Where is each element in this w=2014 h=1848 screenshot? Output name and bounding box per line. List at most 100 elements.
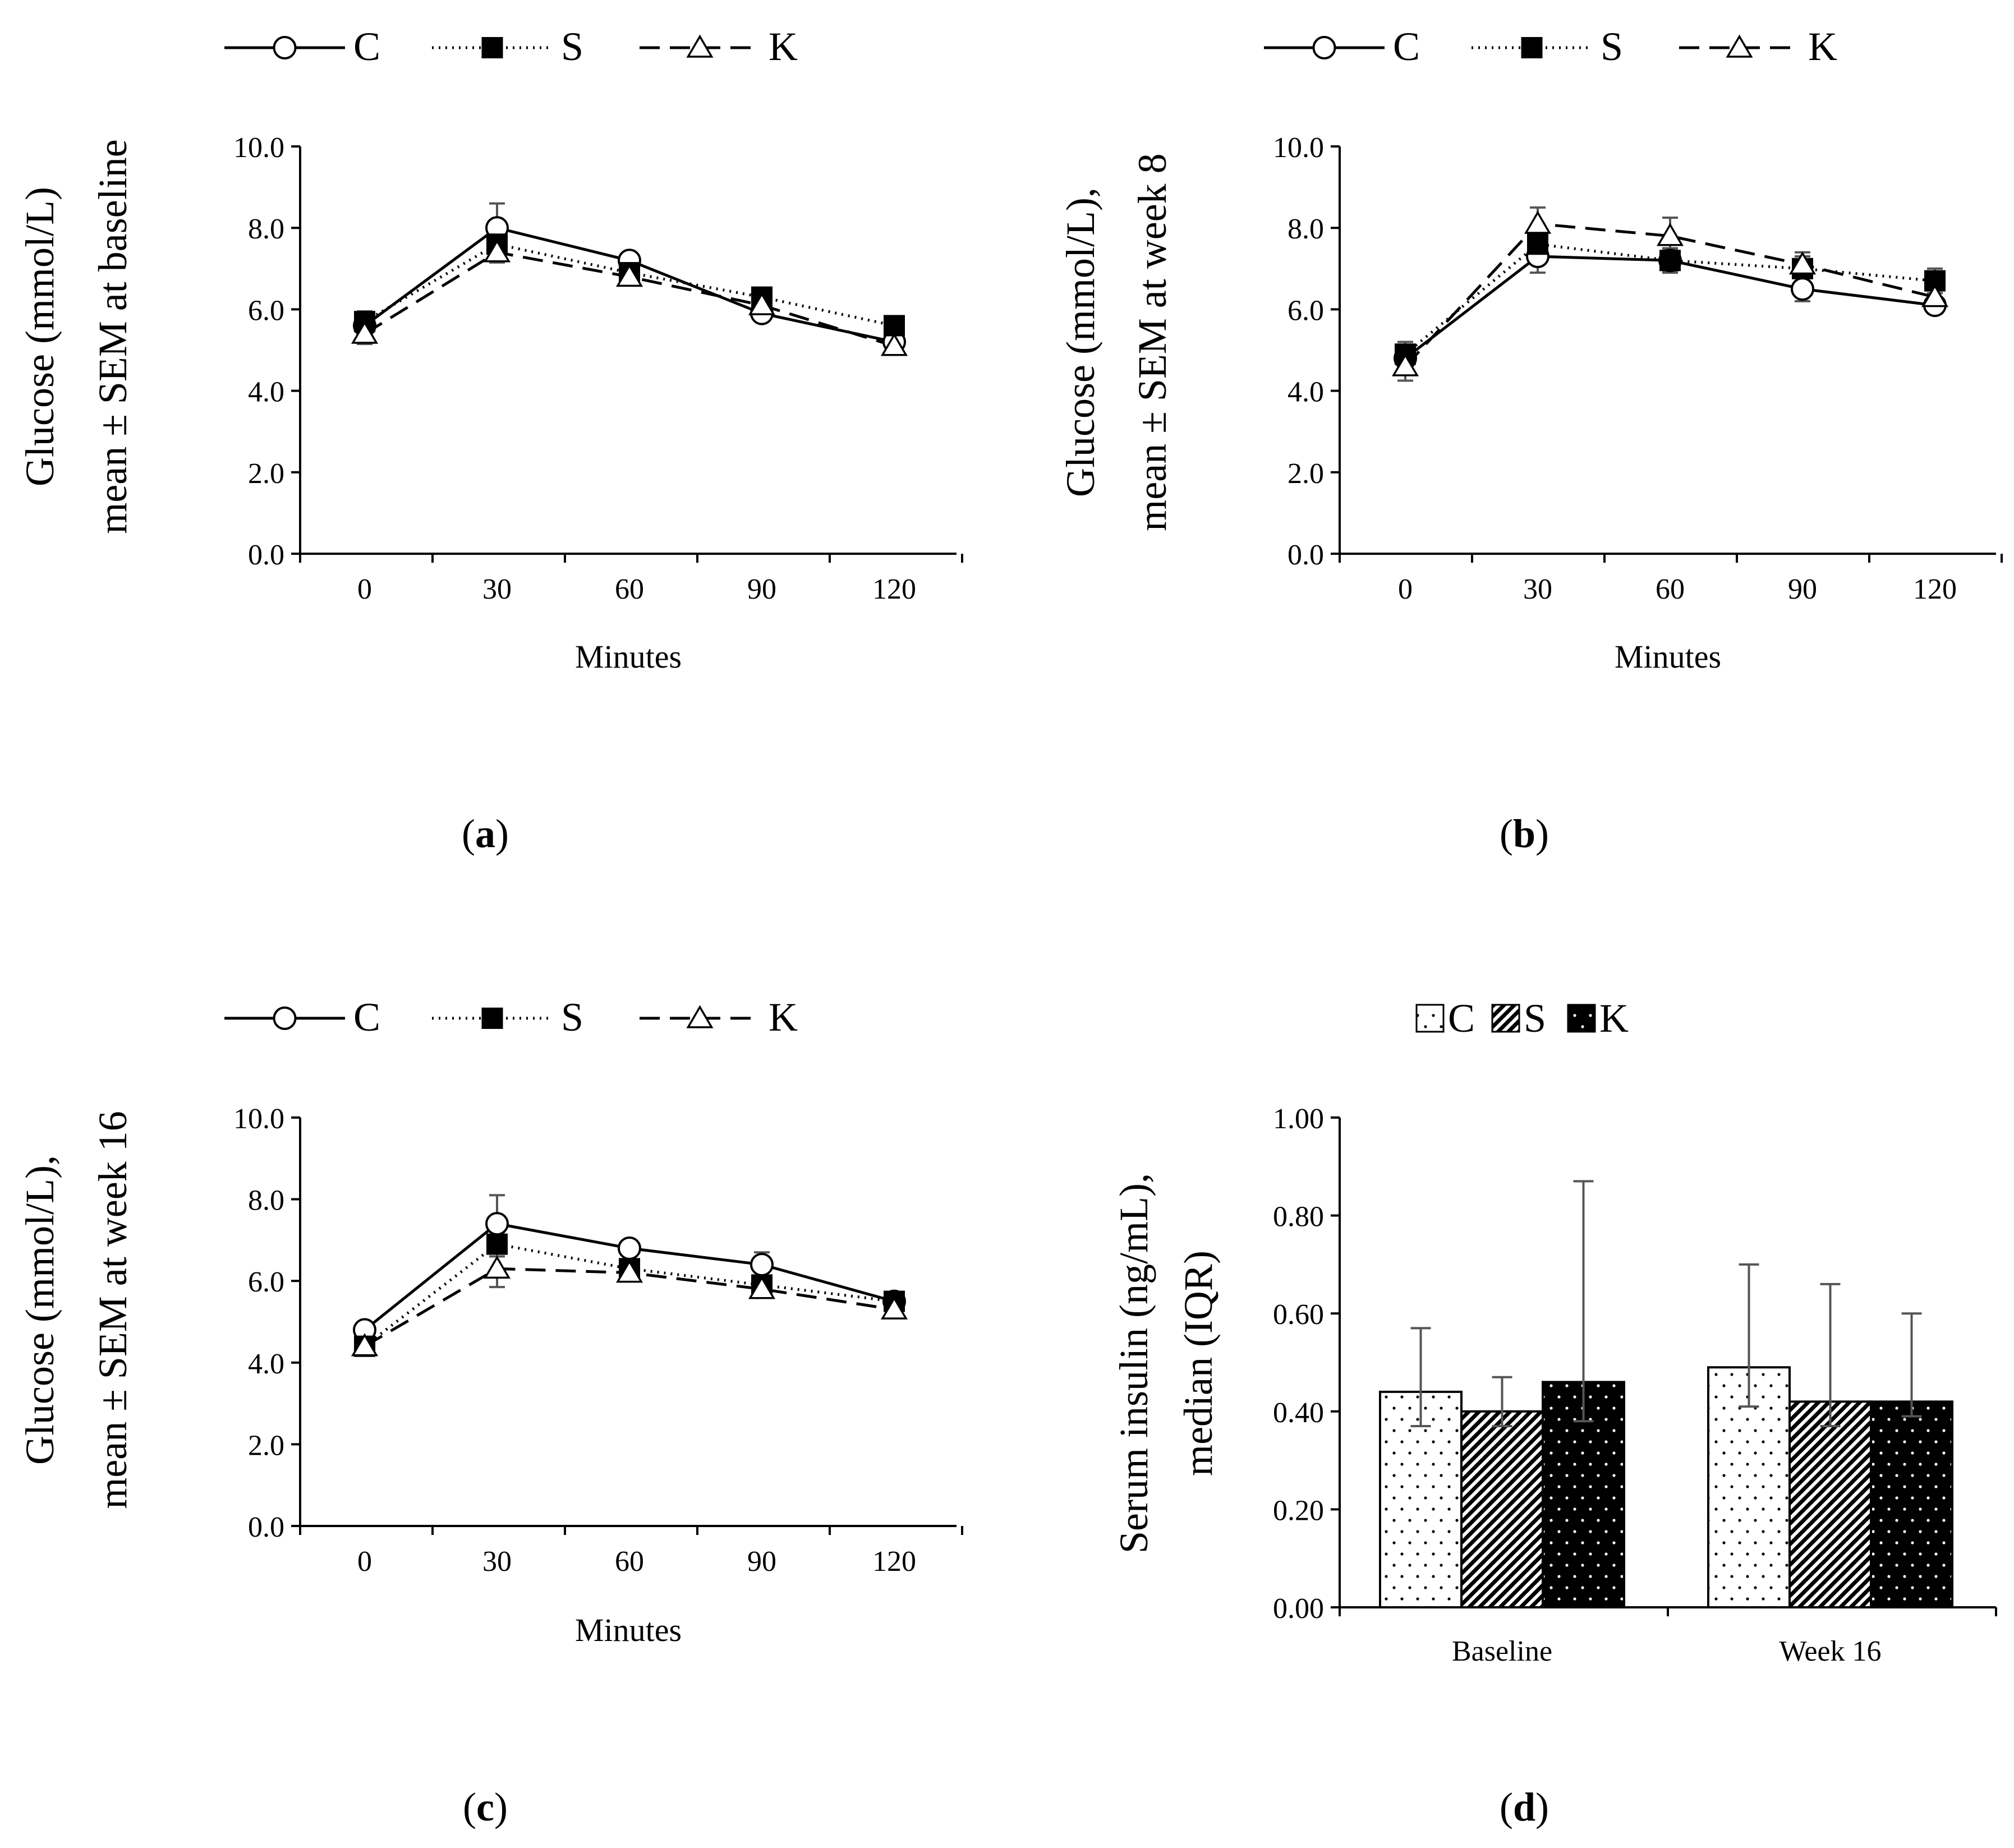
data-point-S [884, 315, 905, 337]
y-tick-label: 6.0 [248, 295, 284, 327]
y-tick-label: 0.80 [1273, 1201, 1324, 1233]
data-point-C [750, 1253, 774, 1277]
y-tick-label: 10.0 [1273, 132, 1324, 164]
y-axis-title: mean ± SEM at week 16 [90, 1111, 135, 1509]
legend-marker-K [686, 34, 714, 58]
x-tick-label: 30 [482, 1546, 512, 1578]
legend-label-S: S [1524, 996, 1546, 1041]
y-axis-title: median (IQR) [1176, 1251, 1221, 1476]
legend-label-C: C [1448, 996, 1475, 1041]
data-point-K [483, 1255, 511, 1279]
y-tick-label: 0.00 [1273, 1593, 1324, 1625]
x-tick-label: 60 [615, 573, 644, 605]
legend-marker-K [686, 1005, 714, 1028]
legend-label-C: C [1393, 24, 1420, 69]
legend-label-K: K [769, 995, 798, 1040]
data-point-S [486, 1233, 508, 1255]
y-tick-label: 2.0 [248, 1429, 284, 1461]
data-point-K [1656, 223, 1684, 246]
y-tick-label: 4.0 [1288, 376, 1324, 408]
legend-marker-S [481, 1008, 503, 1029]
y-axis-title: Glucose (mmol/L) [17, 187, 62, 486]
panel-label: (a) [462, 811, 509, 856]
y-tick-label: 1.00 [1273, 1103, 1324, 1135]
data-point-K [1524, 210, 1552, 234]
y-tick-label: 10.0 [233, 132, 284, 164]
y-axis-title: Serum insulin (ng/mL), [1111, 1173, 1156, 1553]
legend-swatch-C [1415, 1004, 1445, 1033]
chart-panel-c: C S K 0.0 2.0 4.0 6.0 8.0 10.0 0 30 60 90 120 Minutes G… [17, 995, 963, 1829]
data-point-S [1659, 250, 1681, 272]
series-line-S [1404, 242, 1935, 356]
bar-K-week-16 [1870, 1400, 1953, 1609]
panel-label: (d) [1500, 1785, 1549, 1829]
chart-panel-a: C S K 0.0 2.0 4.0 6.0 8.0 10.0 0 30 60 90 120 Minutes G… [17, 24, 963, 856]
data-point-K [1788, 251, 1817, 275]
legend-label-C: C [353, 995, 380, 1040]
data-point-K [483, 239, 511, 263]
y-tick-label: 0.0 [1288, 539, 1324, 571]
legend-marker-S [481, 37, 503, 58]
legend-label-C: C [353, 24, 380, 69]
legend-marker-C [273, 1006, 297, 1030]
series-line-K [1404, 222, 1935, 367]
panel-label: (c) [463, 1785, 508, 1829]
legend-marker-C [1312, 36, 1336, 59]
legend-label-K: K [1599, 996, 1629, 1041]
data-point-K [615, 263, 643, 287]
y-tick-label: 8.0 [248, 213, 284, 245]
legend-marker-C [273, 36, 297, 59]
y-axis-title: Glucose (mmol/L), [17, 1155, 62, 1465]
y-tick-label: 8.0 [1288, 213, 1324, 245]
x-tick-label: Week 16 [1779, 1635, 1881, 1667]
bar-S-week-16 [1788, 1400, 1872, 1609]
x-tick-label: Baseline [1452, 1635, 1552, 1667]
y-tick-label: 6.0 [248, 1266, 284, 1298]
y-tick-label: 0.20 [1273, 1495, 1324, 1527]
data-point-K [880, 333, 908, 356]
x-tick-label: 90 [747, 573, 776, 605]
legend-swatch-K [1567, 1004, 1596, 1033]
data-point-C [618, 1236, 641, 1260]
x-tick-label: 90 [1788, 573, 1817, 605]
legend-marker-S [1521, 37, 1543, 58]
data-point-C [485, 1212, 509, 1236]
y-tick-label: 4.0 [248, 1348, 284, 1380]
legend-label-S: S [561, 995, 583, 1040]
x-tick-label: 0 [357, 573, 372, 605]
y-tick-label: 0.0 [248, 1511, 284, 1543]
x-tick-label: 120 [1913, 573, 1957, 605]
data-point-K [351, 1333, 379, 1357]
data-point-C [1791, 277, 1814, 301]
legend-label-K: K [769, 24, 798, 69]
y-axis-title: mean ± SEM at baseline [90, 139, 135, 534]
y-tick-label: 6.0 [1288, 295, 1324, 327]
x-axis-title: Minutes [1615, 638, 1721, 675]
legend-marker-K [1726, 34, 1753, 58]
x-tick-label: 120 [872, 573, 916, 605]
x-tick-label: 30 [482, 573, 512, 605]
legend-label-K: K [1808, 24, 1837, 69]
y-tick-label: 2.0 [248, 458, 284, 490]
x-tick-label: 30 [1523, 573, 1552, 605]
legend-label-S: S [1601, 24, 1623, 69]
y-tick-label: 8.0 [248, 1185, 284, 1217]
chart-panel-b: C S K 0.0 2.0 4.0 6.0 8.0 10.0 0 30 60 90 120 Minutes G… [1058, 24, 2003, 856]
bar-S-baseline [1460, 1410, 1544, 1609]
panel-label: (b) [1500, 811, 1549, 856]
data-point-K [615, 1259, 643, 1283]
y-axis-title: Glucose (mmol/L), [1058, 187, 1103, 497]
data-point-K [880, 1296, 908, 1320]
y-axis-title: mean ± SEM at week 8 [1130, 153, 1175, 531]
data-point-K [748, 1276, 776, 1299]
y-tick-label: 4.0 [248, 376, 284, 408]
x-tick-label: 120 [872, 1546, 916, 1578]
x-tick-label: 60 [615, 1546, 644, 1578]
y-tick-label: 10.0 [233, 1103, 284, 1135]
legend-label-S: S [561, 24, 583, 69]
